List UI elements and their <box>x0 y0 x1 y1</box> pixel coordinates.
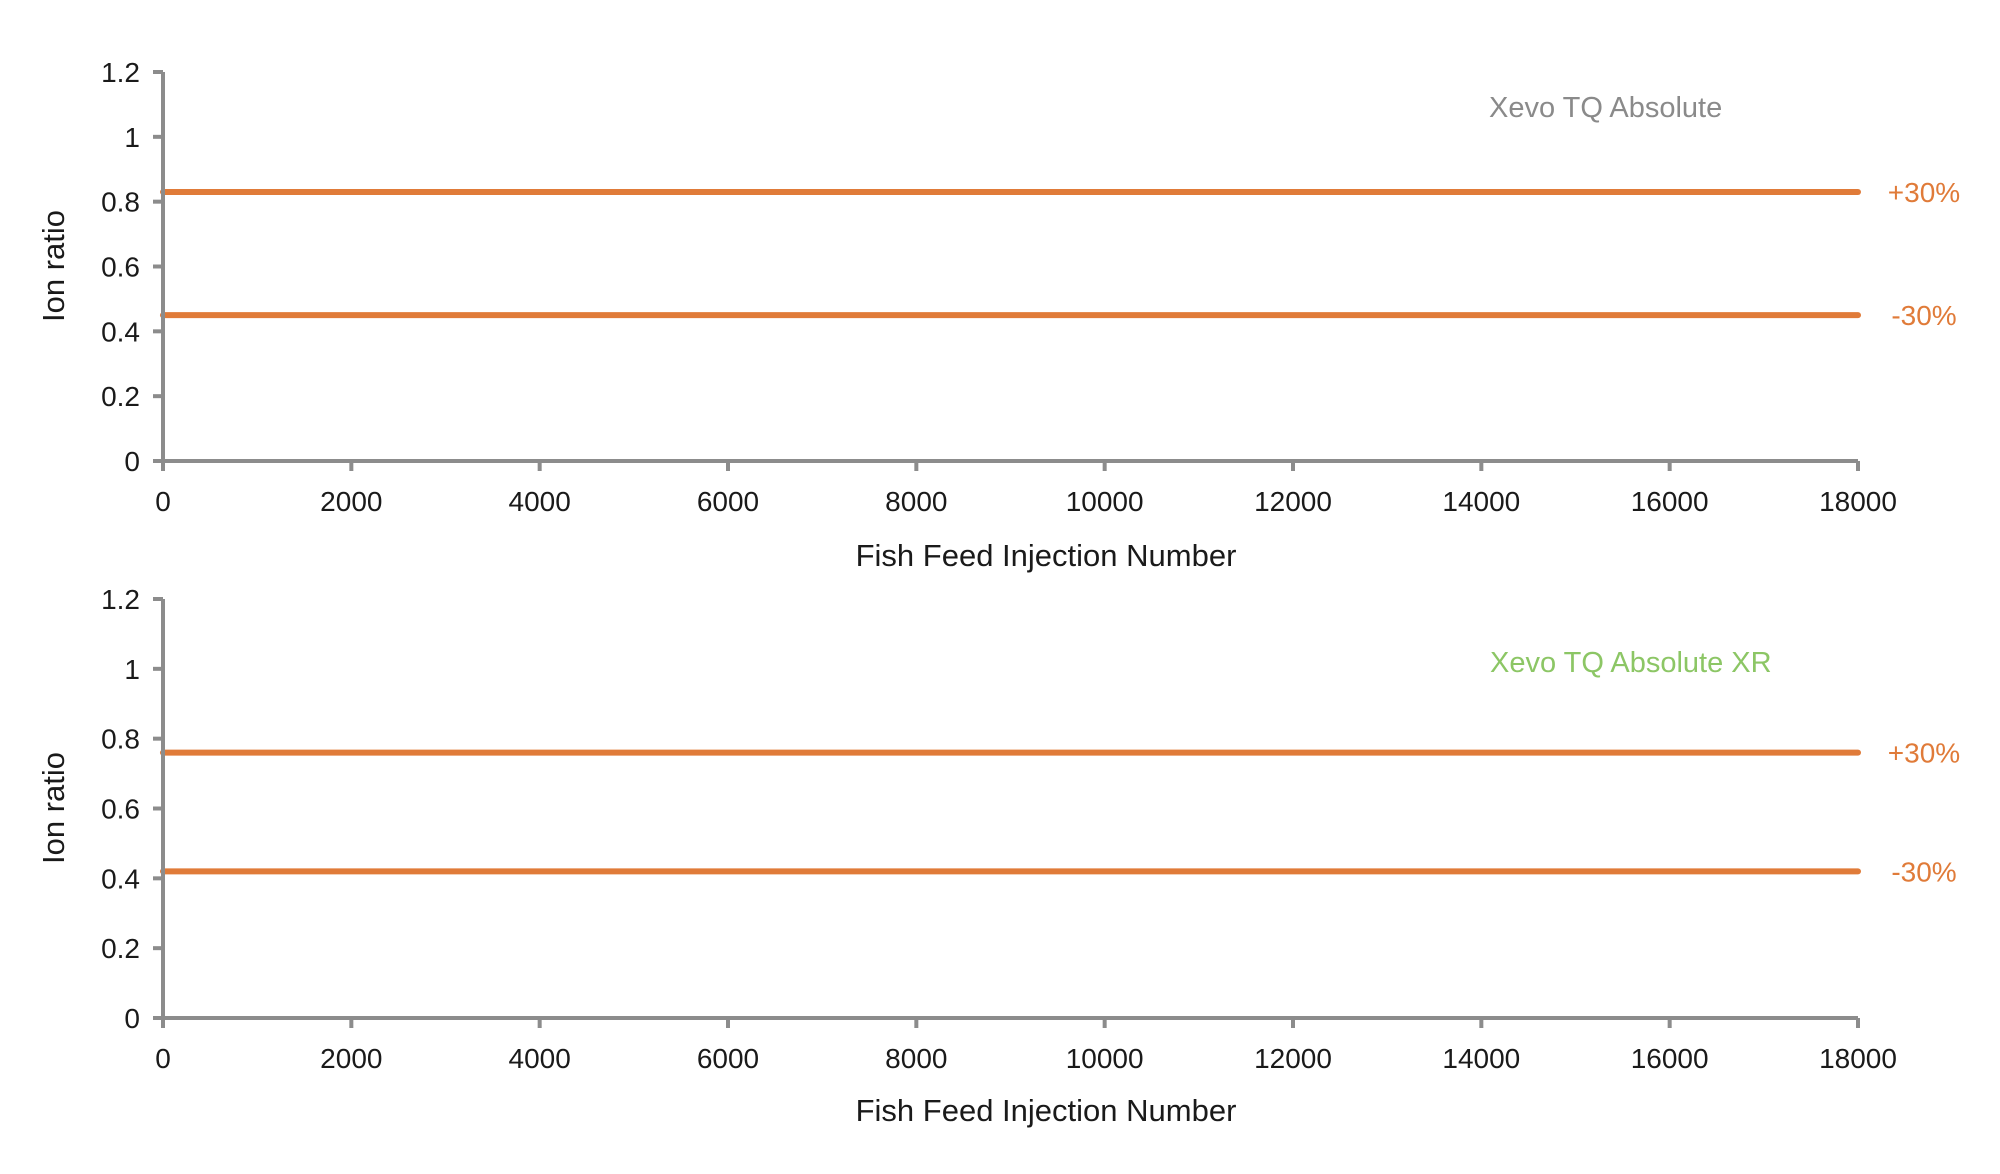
lower-limit-label: -30% <box>1891 856 1956 887</box>
y-tick-label: 0 <box>124 446 140 477</box>
y-ticks: 0 0.2 0.4 0.6 0.8 1 1.2 <box>101 57 163 477</box>
x-tick-label: 0 <box>155 486 171 517</box>
upper-limit-label: +30% <box>1888 738 1960 769</box>
x-tick-label: 8000 <box>885 486 947 517</box>
x-axis-title: Fish Feed Injection Number <box>856 538 1237 573</box>
x-tick-label: 10000 <box>1066 486 1144 517</box>
y-tick-label: 0.8 <box>101 724 140 755</box>
y-axis-title: Ion ratio <box>36 752 71 864</box>
y-tick-label: 1.2 <box>101 57 140 88</box>
x-tick-label: 0 <box>155 1043 171 1074</box>
x-tick-label: 12000 <box>1254 1043 1332 1074</box>
x-tick-label: 10000 <box>1066 1043 1144 1074</box>
y-tick-label: 0.8 <box>101 187 140 218</box>
y-ticks: 0 0.2 0.4 0.6 0.8 1 1.2 <box>101 584 163 1034</box>
y-tick-label: 0 <box>124 1003 140 1034</box>
x-tick-label: 6000 <box>697 486 759 517</box>
x-ticks: 0 2000 4000 6000 8000 10000 12000 14000 16000 180… <box>155 1018 1897 1074</box>
x-tick-label: 16000 <box>1631 486 1709 517</box>
y-tick-label: 0.4 <box>101 316 140 347</box>
y-tick-label: 1 <box>124 122 140 153</box>
x-tick-label: 12000 <box>1254 486 1332 517</box>
y-tick-label: 1.2 <box>101 584 140 615</box>
x-tick-label: 6000 <box>697 1043 759 1074</box>
legend-label: Xevo TQ Absolute XR <box>1490 647 1772 679</box>
y-tick-label: 0.2 <box>101 933 140 964</box>
x-axis-title: Fish Feed Injection Number <box>856 1093 1237 1128</box>
x-tick-label: 18000 <box>1819 486 1897 517</box>
y-tick-label: 0.6 <box>101 794 140 825</box>
x-tick-label: 8000 <box>885 1043 947 1074</box>
limit-lines: +30% -30% <box>160 177 1960 331</box>
x-tick-label: 4000 <box>509 486 571 517</box>
y-tick-label: 1 <box>124 654 140 685</box>
y-axis-title: Ion ratio <box>36 210 71 322</box>
y-tick-label: 0.2 <box>101 381 140 412</box>
x-tick-label: 2000 <box>320 1043 382 1074</box>
x-tick-label: 14000 <box>1442 1043 1520 1074</box>
chart-panel-xevo-tq-absolute: +30% -30% 0 0.2 0.4 0.6 0.8 1 1.2 0 2000 4000 6000… <box>36 0 1960 573</box>
x-ticks: 0 2000 4000 6000 8000 10000 12000 14000 16000 180… <box>155 461 1897 517</box>
legend-label: Xevo TQ Absolute <box>1489 92 1722 124</box>
x-tick-label: 14000 <box>1442 486 1520 517</box>
upper-limit-label: +30% <box>1888 177 1960 208</box>
chart-panel-xevo-tq-absolute-xr: +30% -30% 0 0.2 0.4 0.6 0.8 1 1.2 0 2000 4000 6000… <box>36 0 1960 1128</box>
x-tick-label: 16000 <box>1631 1043 1709 1074</box>
lower-limit-label: -30% <box>1891 300 1956 331</box>
y-tick-label: 0.4 <box>101 863 140 894</box>
x-tick-label: 18000 <box>1819 1043 1897 1074</box>
x-tick-label: 4000 <box>509 1043 571 1074</box>
x-tick-label: 2000 <box>320 486 382 517</box>
y-tick-label: 0.6 <box>101 252 140 283</box>
limit-lines: +30% -30% <box>160 738 1960 887</box>
